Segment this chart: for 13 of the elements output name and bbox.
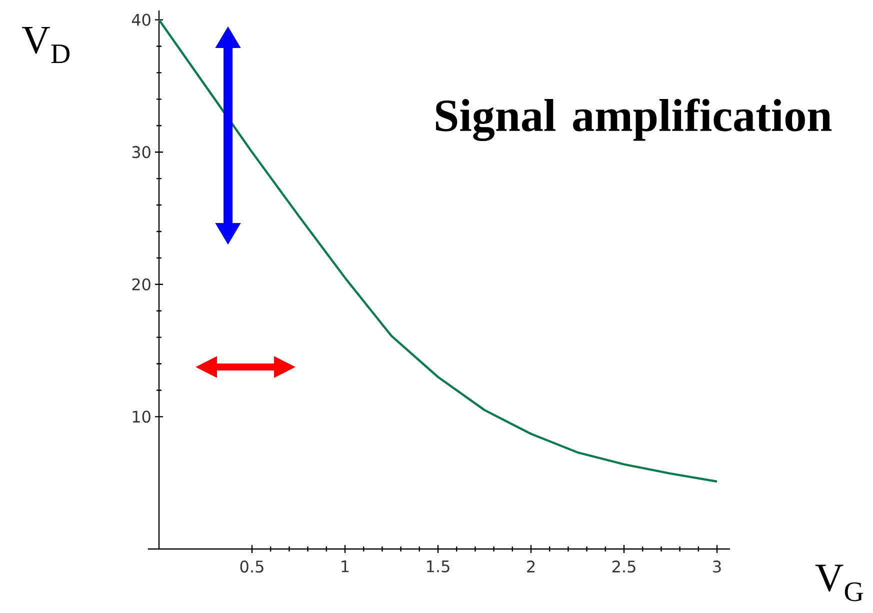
x-tick-label: 2 [527, 560, 534, 572]
x-tick-label: 0.5 [240, 560, 264, 573]
x-tick-label: 1.5 [427, 560, 450, 572]
y-axis-title: V$_{D}$ [22, 26, 70, 63]
y-tick-label: 30 [132, 146, 150, 158]
x-axis-title: V$_{G}$ [815, 564, 864, 602]
y-tick-label: 40 [132, 14, 150, 26]
x-tick-label: 1 [342, 560, 349, 572]
y-tick-label: 10 [132, 410, 150, 423]
x-tick-label: 3 [713, 560, 721, 573]
y-tick-label: 20 [132, 278, 150, 290]
x-tick-label: 2.5 [612, 560, 636, 573]
annotation: Signal amplification [436, 98, 832, 142]
